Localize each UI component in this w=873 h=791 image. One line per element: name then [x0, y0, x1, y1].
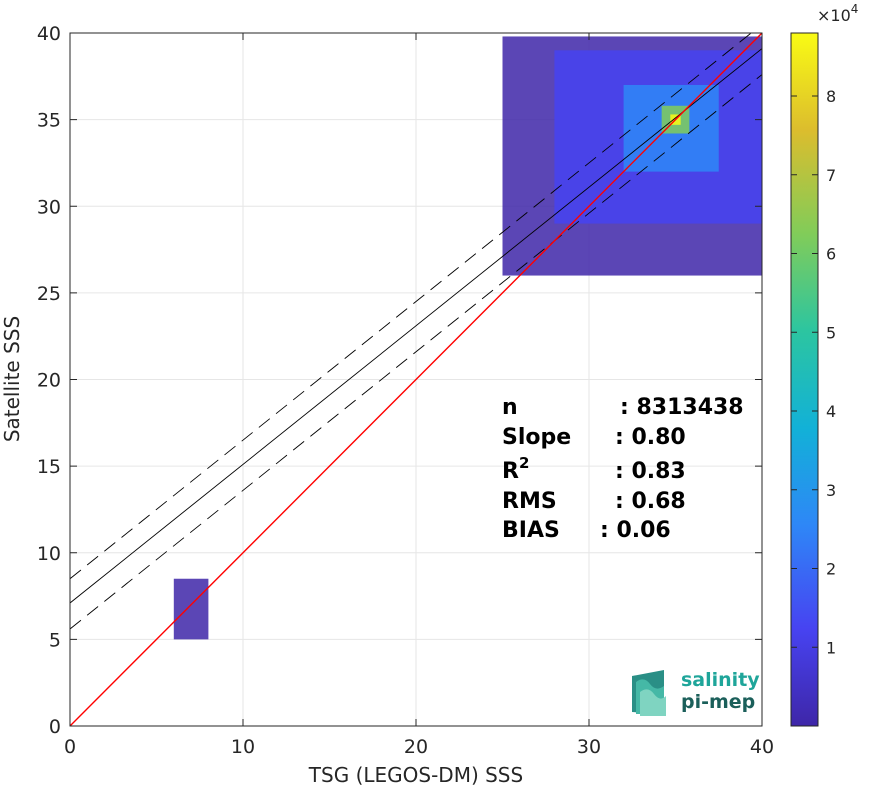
regression-lines: [70, 33, 762, 726]
x-axis-label: TSG (LEGOS-DM) SSS: [308, 763, 523, 787]
x-tick-label: 10: [231, 736, 255, 758]
stat-value: : 0.80: [615, 425, 686, 450]
colorbar-tick-label: 1: [826, 638, 836, 657]
fit-line: [70, 48, 762, 604]
colorbar-tick-label: 7: [826, 166, 836, 185]
y-tick-label: 30: [37, 196, 61, 218]
logo-line1: salinity: [681, 669, 760, 691]
colorbar-multiplier: ×104: [817, 2, 858, 25]
colorbar: [790, 32, 819, 727]
y-tick-label: 40: [37, 23, 61, 45]
colorbar-tick-label: 3: [826, 481, 836, 500]
colorbar-tick-label: 6: [826, 245, 836, 264]
logo-line2: pi-mep: [681, 691, 755, 713]
fit-lower-dashed-line: [70, 74, 762, 630]
fit-upper-dashed-line: [70, 33, 752, 580]
colorbar-tick-label: 2: [826, 560, 836, 579]
colorbar-tick-label: 4: [826, 402, 836, 421]
stat-value: : 0.68: [615, 489, 686, 514]
stat-value: : 0.83: [615, 459, 686, 484]
stat-value: : 0.06: [600, 518, 671, 543]
y-tick-label: 5: [49, 629, 61, 651]
x-tick-label: 40: [750, 736, 774, 758]
wave-icon: [632, 670, 666, 716]
salinity-pimep-logo: salinity pi-mep: [632, 669, 760, 716]
y-tick-label: 20: [37, 370, 61, 392]
stats-box: n : 8313438 Slope : 0.80 R2 : 0.83 RMS : 0.68 BI…: [502, 395, 744, 543]
stat-label: n: [502, 395, 518, 420]
y-tick-label: 10: [37, 543, 61, 565]
stat-label: RMS: [502, 489, 557, 514]
identity-line: [70, 33, 762, 726]
stat-value: : 8313438: [620, 395, 744, 420]
y-tick-label: 15: [37, 456, 61, 478]
x-tick-label: 20: [404, 736, 428, 758]
x-tick-label: 30: [577, 736, 601, 758]
y-tick-label: 35: [37, 110, 61, 132]
density-cell: [173, 578, 209, 640]
stat-label: Slope: [502, 425, 571, 450]
colorbar-ticks: 1 2 3 4 5 6 7 8: [791, 87, 836, 657]
x-tick-label: 0: [64, 736, 76, 758]
colorbar-tick-label: 5: [826, 323, 836, 342]
stat-label: BIAS: [502, 518, 560, 543]
y-axis-label: Satellite SSS: [0, 316, 24, 442]
y-tick-label: 0: [49, 716, 61, 738]
y-tick-label: 25: [37, 283, 61, 305]
stat-label: R2: [502, 454, 529, 484]
axis-ticks: 0 10 20 30 40 0 5 10 15 20 25 30 35 40: [37, 23, 774, 758]
colorbar-tick-label: 8: [826, 87, 836, 106]
